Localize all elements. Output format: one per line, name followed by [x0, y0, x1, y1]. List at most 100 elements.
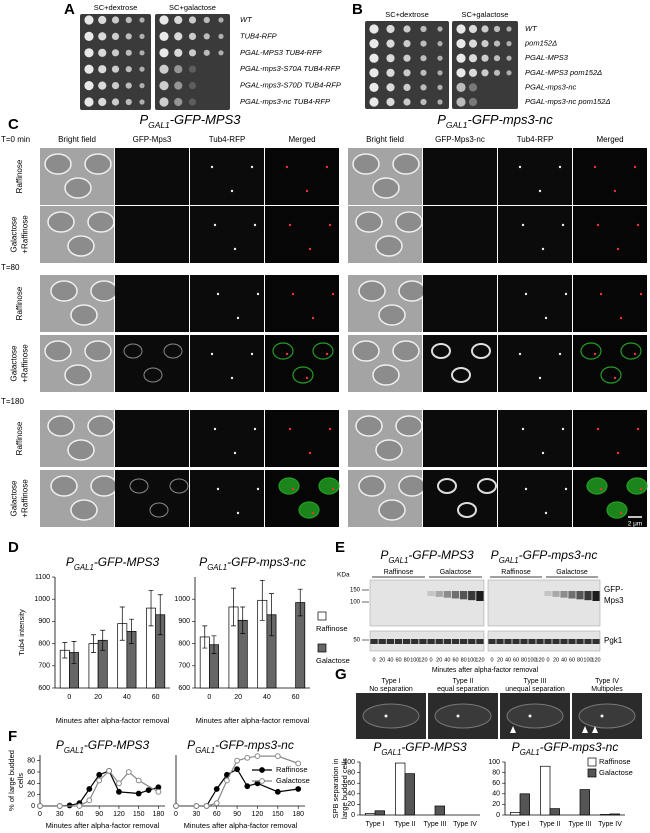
point	[116, 780, 122, 787]
cell	[395, 211, 423, 233]
spb-spot	[210, 352, 214, 356]
merged-spot	[593, 352, 597, 356]
strain-label: PGAL-mps3-S70D TUB4-RFP	[240, 81, 341, 90]
legend-marker	[259, 767, 265, 773]
x-axis-label: Minutes after alpha-factor removal	[184, 821, 298, 830]
bar	[600, 814, 611, 816]
plate-header: SC+galactose	[462, 10, 509, 19]
strain-label: PGAL-MPS3 pom152Δ	[525, 68, 602, 77]
title-part: P	[437, 112, 446, 127]
title-part: GAL1	[74, 563, 94, 572]
colony	[174, 81, 183, 90]
y-tick-label: 40	[347, 791, 355, 798]
colony	[139, 83, 145, 89]
error-bar	[297, 588, 303, 617]
micrograph	[190, 335, 264, 392]
colony	[139, 33, 145, 40]
point	[254, 753, 261, 760]
point	[76, 803, 83, 809]
cell	[352, 340, 380, 362]
merged-spot	[616, 247, 620, 251]
colony	[386, 83, 395, 92]
y-tick-label: 600	[38, 685, 50, 692]
lane-label: 20	[553, 657, 559, 663]
series-line	[40, 769, 159, 807]
spb-spot	[230, 189, 234, 193]
column-header: GFP-Mps3	[133, 135, 172, 144]
merged-spot	[619, 316, 623, 320]
colony	[111, 16, 120, 24]
legend-label: Raffinose	[316, 624, 348, 633]
micrograph	[498, 335, 572, 392]
panel-label: F	[8, 728, 17, 745]
timepoint-label: T=0 min	[1, 135, 30, 144]
colony	[111, 98, 120, 106]
spb-spot	[216, 292, 220, 296]
strain-label: PGAL-mps3-nc pom152Δ	[525, 97, 611, 106]
lane-label: 60	[452, 657, 458, 663]
colony	[188, 65, 197, 73]
merged-gfp	[600, 366, 622, 384]
y-tick-label: 60	[27, 769, 35, 776]
column-header: Merged	[596, 135, 623, 144]
title-part: GAL1	[520, 748, 540, 757]
colony	[420, 40, 427, 47]
plate	[365, 21, 449, 109]
panel-label: D	[8, 539, 19, 556]
bar	[540, 765, 551, 816]
plate	[80, 14, 151, 110]
error-bar	[259, 579, 265, 621]
point	[125, 769, 132, 775]
colony	[493, 55, 501, 62]
colony	[468, 83, 478, 92]
spb-spot	[558, 352, 562, 356]
point	[254, 780, 261, 787]
point	[224, 777, 230, 784]
y-tick-label: 900	[38, 618, 50, 625]
panel-label: C	[8, 116, 19, 133]
merged-spot	[291, 292, 295, 296]
micrograph	[498, 148, 572, 205]
lane-label: 40	[505, 657, 511, 663]
error-bar	[202, 625, 208, 649]
title-part: GAL1	[446, 120, 468, 130]
cell	[70, 304, 98, 326]
y-axis-label: Tub4 intensity	[17, 609, 26, 656]
micrograph	[498, 410, 572, 467]
bar	[434, 805, 445, 816]
gfp-band	[443, 591, 452, 598]
colony	[139, 50, 145, 56]
cell	[358, 280, 386, 302]
colony	[139, 99, 145, 105]
point	[37, 803, 43, 809]
point	[155, 788, 162, 795]
colony	[468, 68, 478, 77]
spb-spot	[518, 165, 522, 169]
blot-membrane	[487, 630, 601, 652]
colony	[481, 54, 489, 62]
point	[234, 757, 241, 764]
type-label: Type IV	[595, 678, 619, 685]
spb-spot	[213, 427, 217, 431]
bar	[395, 762, 406, 816]
title-part: P	[187, 738, 195, 752]
y-tick-label: 20	[27, 792, 35, 799]
merged-spot	[599, 487, 603, 491]
band-label: Pgk1	[604, 636, 623, 645]
x-axis-label: Minutes after alpha-factor removal	[46, 821, 160, 830]
lane-label: 120	[591, 657, 600, 663]
gfp-band	[468, 591, 476, 601]
colony	[98, 65, 107, 74]
error-bar	[157, 594, 163, 636]
spb-spot	[538, 189, 542, 193]
title-part: -GFP-mps3-nc	[540, 740, 619, 754]
merged-spot	[633, 165, 637, 169]
colony	[188, 49, 197, 57]
y-tick-label: 700	[178, 663, 190, 670]
colony	[84, 81, 94, 91]
legend-label: Galactose	[599, 768, 633, 777]
spb-spot	[541, 451, 545, 455]
marker-label: 150	[350, 588, 361, 594]
x-tick-label: 180	[292, 811, 304, 818]
